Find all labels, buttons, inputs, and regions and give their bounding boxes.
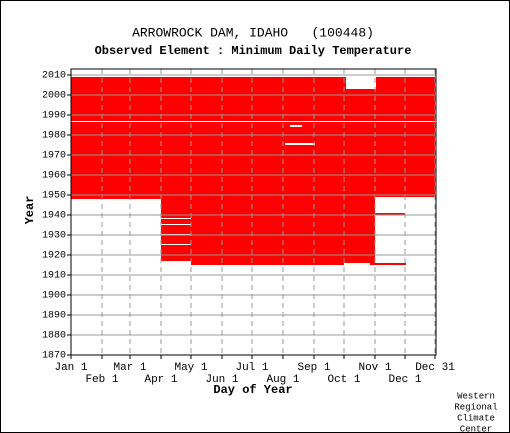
data-gap — [161, 244, 191, 245]
data-gap — [71, 121, 435, 122]
y-tick-label: 1940 — [42, 211, 66, 222]
y-tick-label: 2000 — [42, 91, 66, 102]
data-block — [191, 199, 344, 265]
x-tick-label: May 1 — [174, 362, 207, 374]
credit-line: Climate — [457, 413, 495, 423]
credit-line: Center — [460, 424, 492, 433]
x-tick-label: Jan 1 — [54, 362, 87, 374]
y-tick-label: 1930 — [42, 231, 66, 242]
y-tick-label: 1990 — [42, 111, 66, 122]
data-gap — [161, 218, 191, 219]
data-block — [71, 77, 435, 199]
y-tick-label: 1880 — [42, 331, 66, 342]
y-tick-label: 1980 — [42, 131, 66, 142]
y-tick-label: 1960 — [42, 171, 66, 182]
credit-line: Regional — [454, 402, 497, 412]
x-tick-label: Mar 1 — [113, 362, 146, 374]
x-tick-label: Aug 1 — [266, 374, 299, 386]
data-block — [370, 263, 406, 265]
x-tick-label: Apr 1 — [144, 374, 177, 386]
plot-border — [70, 68, 437, 356]
data-gap — [290, 125, 302, 127]
y-tick-label: 1900 — [42, 291, 66, 302]
chart-subtitle: Observed Element : Minimum Daily Tempera… — [95, 44, 412, 58]
credit-line: Western — [457, 391, 495, 401]
x-tick-label: Dec 31 — [415, 362, 455, 374]
y-tick-label: 1920 — [42, 251, 66, 262]
x-tick-label: Sep 1 — [297, 362, 330, 374]
data-gap — [285, 143, 315, 145]
data-block — [375, 213, 405, 215]
x-tick-label: Jul 1 — [235, 362, 268, 374]
x-tick-label: Feb 1 — [85, 374, 118, 386]
y-axis-label: Year — [23, 196, 37, 225]
y-tick-label: 1870 — [42, 351, 66, 362]
data-block — [161, 199, 191, 261]
data-block — [344, 199, 375, 263]
x-tick-label: Jun 1 — [205, 374, 238, 386]
y-tick-label: 1890 — [42, 311, 66, 322]
x-tick-label: Dec 1 — [388, 374, 421, 386]
data-gap — [346, 77, 376, 89]
y-tick-label: 1950 — [42, 191, 66, 202]
y-tick-label: 1970 — [42, 151, 66, 162]
x-axis-label: Day of Year — [213, 383, 292, 397]
data-gap — [161, 224, 191, 225]
y-tick-label: 1910 — [42, 271, 66, 282]
x-tick-label: Nov 1 — [358, 362, 391, 374]
y-tick-label: 2010 — [42, 71, 66, 82]
chart-title: ARROWROCK DAM, IDAHO (100448) — [132, 25, 374, 40]
x-tick-label: Oct 1 — [327, 374, 360, 386]
